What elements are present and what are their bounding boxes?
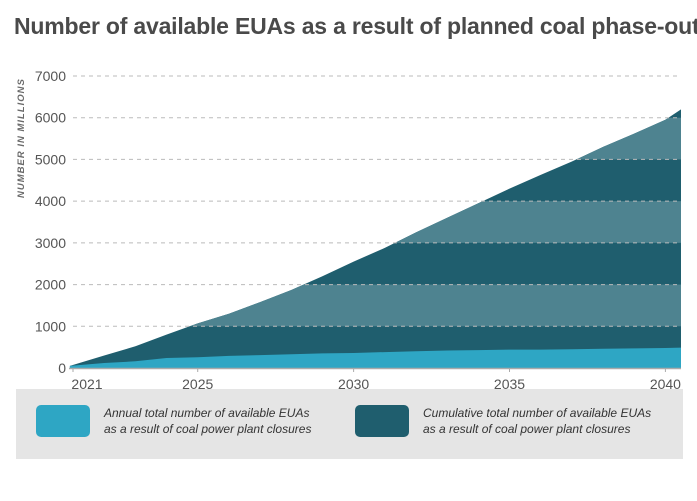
- x-tick-label: 2025: [182, 376, 213, 389]
- y-tick-label: 7000: [35, 68, 66, 84]
- y-tick-label: 1000: [35, 318, 66, 334]
- y-tick-label: 4000: [35, 193, 66, 209]
- legend-label-annual: Annual total number of available EUAs as…: [104, 406, 312, 436]
- cumulative-band: [73, 284, 681, 327]
- y-tick-label: 2000: [35, 277, 66, 293]
- legend-item-annual: Annual total number of available EUAs as…: [36, 405, 311, 437]
- x-tick-label: 2021: [71, 376, 102, 389]
- cumulative-bands: [73, 117, 681, 327]
- y-tick-label: 0: [58, 360, 66, 376]
- y-tick-label: 6000: [35, 110, 66, 126]
- legend-label-cumulative: Cumulative total number of available EUA…: [423, 406, 652, 436]
- legend-swatch-annual: [36, 405, 90, 437]
- chart-title: Number of available EUAs as a result of …: [14, 13, 697, 39]
- cumulative-band: [73, 201, 681, 243]
- y-tick-label: 3000: [35, 235, 66, 251]
- x-tick-label: 2035: [494, 376, 525, 389]
- x-tick-label: 2040: [650, 376, 681, 389]
- x-tick-label: 2030: [338, 376, 369, 389]
- legend-swatch-cumulative: [355, 405, 409, 437]
- legend: Annual total number of available EUAs as…: [16, 389, 683, 459]
- area-chart: 0 1000 2000 3000 4000 5000 6000 7000 2021 2025 203…: [35, 68, 681, 389]
- cumulative-band: [73, 117, 681, 160]
- annual-area: [69, 347, 681, 368]
- y-tick-label: 5000: [35, 151, 66, 167]
- legend-item-cumulative: Cumulative total number of available EUA…: [355, 405, 651, 437]
